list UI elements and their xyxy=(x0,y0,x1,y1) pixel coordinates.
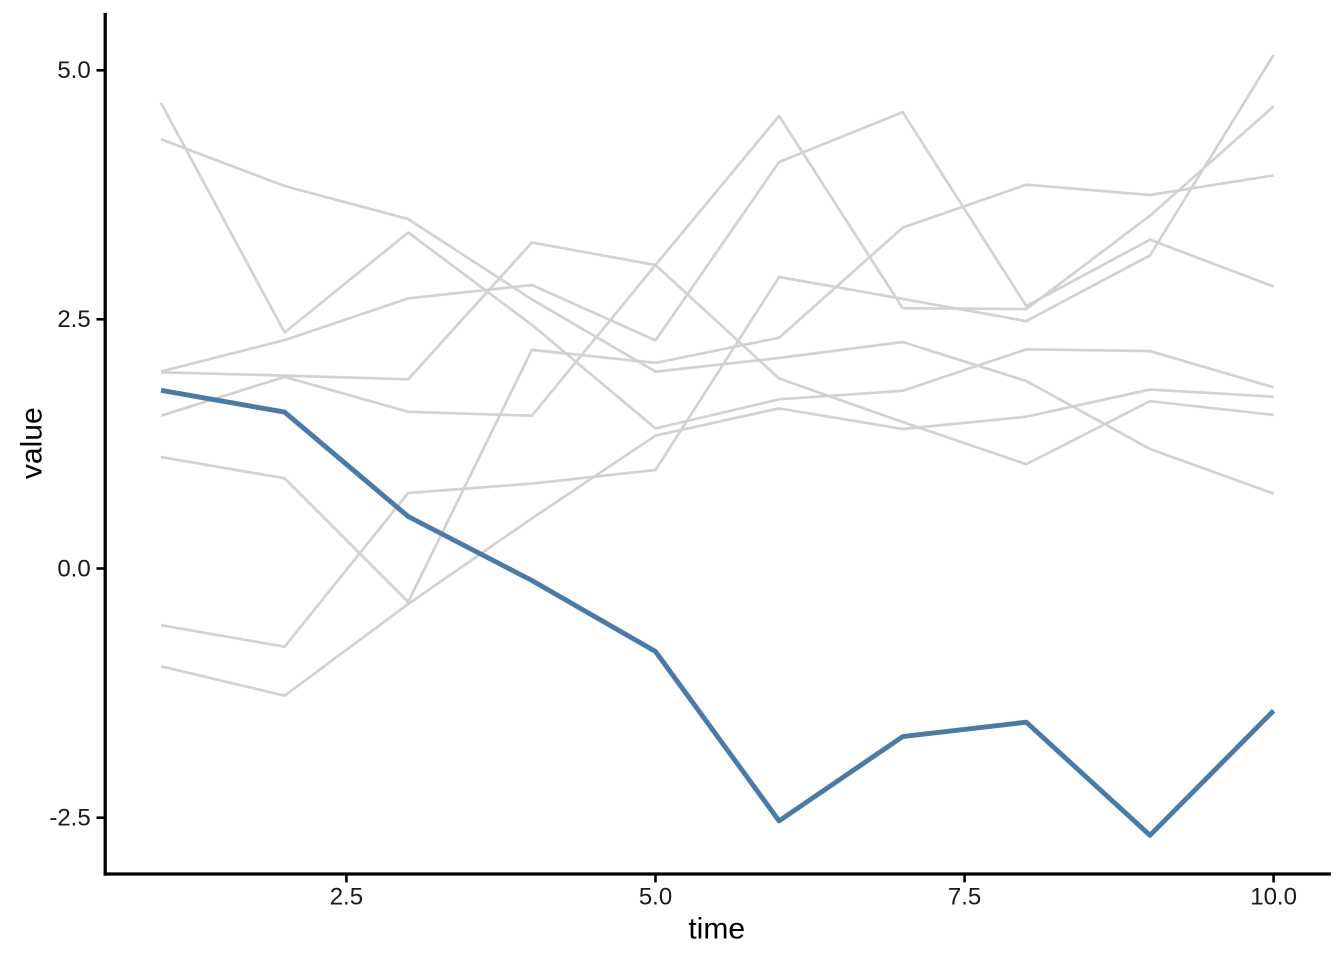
svg-text:time: time xyxy=(688,912,745,945)
svg-text:-2.5: -2.5 xyxy=(49,805,90,832)
svg-text:5.0: 5.0 xyxy=(57,57,90,84)
svg-text:5.0: 5.0 xyxy=(639,884,672,911)
svg-text:2.5: 2.5 xyxy=(57,306,90,333)
svg-text:10.0: 10.0 xyxy=(1250,884,1297,911)
svg-text:0.0: 0.0 xyxy=(57,555,90,582)
svg-text:7.5: 7.5 xyxy=(948,884,981,911)
svg-text:value: value xyxy=(15,407,48,479)
svg-text:2.5: 2.5 xyxy=(330,884,363,911)
